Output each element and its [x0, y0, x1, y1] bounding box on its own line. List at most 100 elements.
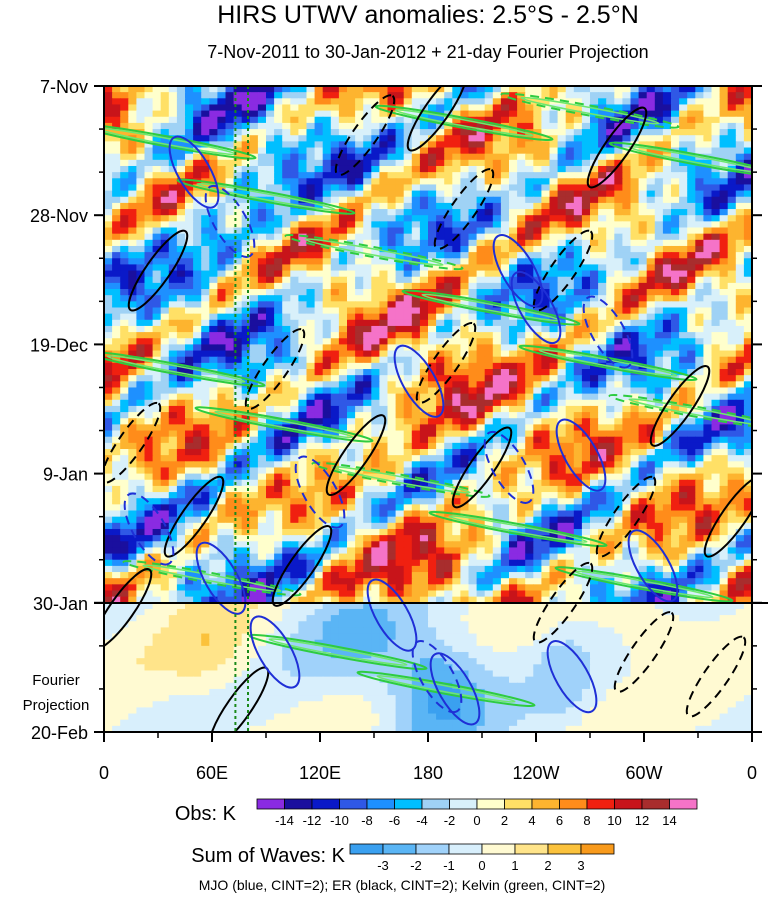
obs-cell [468, 332, 478, 339]
obs-cell [573, 190, 583, 198]
obs-cell [638, 178, 648, 186]
obs-cell [468, 424, 478, 432]
obs-cell [419, 412, 429, 419]
obs-cell [290, 430, 299, 438]
obs-cell [120, 393, 129, 401]
obs-cell [565, 369, 575, 376]
obs-cell [185, 252, 194, 259]
obs-cell [257, 258, 267, 266]
obs-cell [152, 92, 162, 99]
obs-cell [338, 319, 348, 327]
obs-cell [468, 350, 478, 358]
obs-cell [136, 338, 146, 345]
obs-cell [703, 301, 713, 309]
obs-cell [557, 98, 567, 106]
obs-cell [638, 209, 648, 216]
obs-cell [355, 227, 364, 235]
obs-cell [687, 325, 696, 333]
obs-cell [266, 129, 275, 136]
obs-cell [662, 282, 672, 290]
obs-cell [185, 307, 194, 315]
obs-cell [581, 405, 591, 413]
obs-cell [290, 369, 299, 376]
obs-cell [517, 239, 526, 247]
obs-cell [476, 122, 486, 130]
obs-cell [411, 307, 421, 315]
obs-cell [525, 356, 534, 364]
obs-cell [403, 289, 413, 296]
obs-cell [193, 282, 202, 290]
obs-cell [525, 455, 534, 462]
obs-cell [671, 153, 680, 161]
obs-cell [395, 276, 405, 284]
obs-cell [257, 86, 267, 93]
obs-cell [517, 252, 526, 259]
obs-cell [371, 282, 380, 290]
obs-cell [735, 98, 745, 106]
obs-cell [727, 393, 737, 401]
obs-cell [573, 92, 583, 99]
obs-cell [241, 338, 251, 345]
obs-cell [573, 153, 583, 161]
obs-cell [160, 258, 170, 266]
obs-cell [233, 196, 243, 204]
obs-cell [185, 129, 194, 136]
obs-cell [590, 264, 599, 272]
obs-cell [120, 405, 129, 413]
obs-cell [573, 276, 583, 284]
obs-cell [590, 375, 599, 382]
obs-cell [338, 215, 348, 222]
obs-cell [622, 369, 632, 376]
obs-cell [557, 221, 567, 229]
obs-cell [371, 356, 380, 364]
obs-cell [176, 442, 186, 450]
obs-cell [687, 110, 696, 118]
obs-cell [622, 92, 632, 99]
obs-cell [371, 86, 380, 93]
obs-cell [573, 375, 583, 382]
obs-cell [249, 172, 259, 179]
obs-cell [460, 202, 470, 210]
obs-cell [671, 344, 680, 352]
obs-cell [581, 153, 591, 161]
obs-cell [266, 122, 275, 130]
obs-cell [590, 405, 599, 413]
obs-cell [371, 129, 380, 136]
obs-cell [557, 325, 567, 333]
obs-cell [630, 412, 640, 419]
obs-cell [719, 172, 729, 179]
obs-cell [654, 172, 664, 179]
obs-cell [727, 344, 737, 352]
obs-cell [509, 430, 518, 438]
obs-cell [743, 405, 752, 413]
obs-cell [541, 141, 551, 149]
obs-cell [638, 227, 648, 235]
obs-cell [371, 381, 380, 389]
obs-cell [371, 209, 380, 216]
obs-cell [419, 98, 429, 106]
obs-cell [500, 338, 510, 345]
obs-cell [257, 239, 267, 247]
obs-cell [322, 282, 332, 290]
obs-cell [249, 325, 259, 333]
obs-cell [209, 461, 218, 469]
obs-cell [306, 325, 316, 333]
obs-cell [144, 424, 154, 432]
obs-cell [168, 418, 178, 425]
obs-cell [549, 116, 559, 124]
obs-cell [411, 418, 421, 425]
obs-cell [581, 289, 591, 296]
obs-cell [703, 399, 713, 407]
obs-cell [387, 178, 397, 186]
obs-cell [168, 325, 178, 333]
obs-cell [371, 289, 380, 296]
obs-cell [452, 147, 461, 155]
obs-cell [703, 86, 713, 93]
obs-cell [500, 282, 510, 290]
obs-cell [298, 325, 308, 333]
obs-cell [565, 282, 575, 290]
obs-cell [727, 122, 737, 130]
obs-cell [160, 264, 170, 272]
obs-cell [492, 172, 502, 179]
obs-cell [638, 165, 648, 173]
